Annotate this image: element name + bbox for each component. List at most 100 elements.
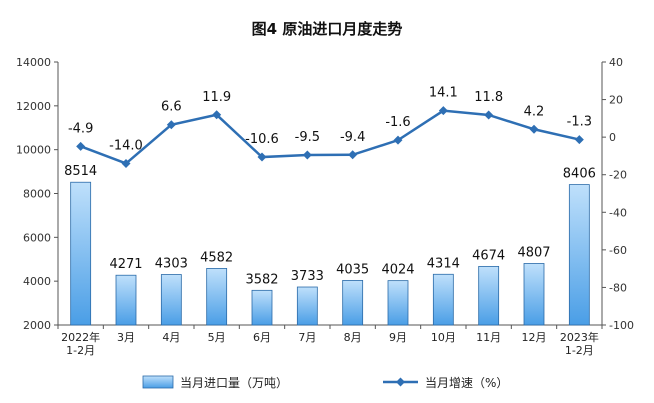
y-left-tick-label: 8000 <box>23 188 51 201</box>
growth-point-label: 11.9 <box>202 90 231 105</box>
growth-point <box>393 135 403 145</box>
legend: 当月进口量（万吨） 当月增速（%） <box>142 375 508 390</box>
growth-line-layer <box>76 106 584 168</box>
x-tick-label-line: 1-2月 <box>66 344 95 357</box>
data-labels: 8514 4271 4303 4582 3582 3733 4035 4024 4314 4674… <box>64 86 596 288</box>
x-tick-label-line: 5月 <box>208 331 226 344</box>
x-tick-label-line: 4月 <box>162 331 180 344</box>
volume-bar <box>432 273 454 326</box>
x-tick-label: 9月 <box>389 331 407 344</box>
volume-bar-label: 4582 <box>200 250 233 265</box>
volume-bar <box>115 274 137 326</box>
y-right-tick-label: 20 <box>609 94 623 107</box>
growth-point-label: -4.9 <box>68 121 93 136</box>
volume-bar <box>251 289 273 326</box>
growth-point <box>212 110 222 120</box>
y-left-tick-label: 2000 <box>23 319 51 332</box>
volume-bar <box>387 280 409 326</box>
x-tick-label-line: 3月 <box>117 331 135 344</box>
y-right-tick-label: 0 <box>609 131 616 144</box>
x-tick-label-line: 6月 <box>253 331 271 344</box>
volume-bar <box>296 286 318 326</box>
growth-point <box>438 106 448 116</box>
growth-point-label: -9.4 <box>340 130 365 145</box>
y-right-tick-label: -80 <box>609 281 627 294</box>
y-right-tick-label: -100 <box>609 319 634 332</box>
volume-bar <box>70 181 92 326</box>
y-left-tick-label: 4000 <box>23 275 51 288</box>
x-tick-label: 8月 <box>344 331 362 344</box>
y-right-tick-label: 40 <box>609 56 623 69</box>
volume-bar-label: 8514 <box>64 164 97 179</box>
y-left-tick-label: 6000 <box>23 231 51 244</box>
volume-bar-label: 4035 <box>336 262 369 277</box>
growth-point-label: 11.8 <box>474 90 503 105</box>
x-tick-label-line: 12月 <box>522 331 547 344</box>
volume-bar <box>568 184 590 326</box>
legend-bar-label: 当月进口量（万吨） <box>180 376 288 390</box>
x-tick-label-line: 11月 <box>476 331 501 344</box>
growth-point-label: 6.6 <box>161 100 182 115</box>
legend-line-marker <box>396 377 405 387</box>
legend-bar-swatch <box>142 375 174 389</box>
x-tick-label-line: 1-2月 <box>565 344 594 357</box>
volume-bar-label: 3582 <box>245 272 278 287</box>
volume-bar-label: 4314 <box>427 256 460 271</box>
growth-point <box>574 135 584 145</box>
growth-point-label: -10.6 <box>245 132 279 147</box>
growth-point-label: -1.3 <box>567 115 592 130</box>
volume-bar-label: 3733 <box>291 269 324 284</box>
x-tick-label-line: 8月 <box>344 331 362 344</box>
volume-bar-label: 8406 <box>563 167 596 182</box>
volume-bar <box>478 265 500 326</box>
y-right-tick-label: -60 <box>609 244 627 257</box>
growth-point <box>121 158 131 168</box>
x-tick-label-line: 2022年 <box>61 330 100 344</box>
growth-point <box>529 124 539 134</box>
x-tick-label: 4月 <box>162 331 180 344</box>
growth-point-label: 14.1 <box>429 86 458 101</box>
y-left-tick-label: 14000 <box>16 56 51 69</box>
growth-point-label: 4.2 <box>524 104 545 119</box>
volume-bar-label: 4024 <box>381 263 414 278</box>
growth-point <box>302 150 312 160</box>
x-tick-label: 3月 <box>117 331 135 344</box>
x-tick-label: 7月 <box>298 331 316 344</box>
x-tick-label: 5月 <box>208 331 226 344</box>
volume-bar <box>206 268 228 326</box>
growth-point-label: -1.6 <box>385 115 410 130</box>
growth-point <box>484 110 494 120</box>
x-tick-label: 10月 <box>431 331 456 344</box>
growth-point <box>257 152 267 162</box>
growth-point <box>348 150 358 160</box>
growth-point <box>166 120 176 130</box>
x-tick-label-line: 7月 <box>298 331 316 344</box>
volume-bar-label: 4674 <box>472 248 505 263</box>
volume-bar-label: 4807 <box>517 245 550 260</box>
legend-line-label: 当月增速（%） <box>425 376 508 390</box>
volume-bar-label: 4303 <box>155 257 188 272</box>
axes: 2000 4000 6000 8000 10000 12000 14000 -100 -80 -6… <box>16 56 634 357</box>
x-tick-label-line: 2023年 <box>560 330 599 344</box>
y-right-tick-label: -20 <box>609 169 627 182</box>
volume-bar <box>523 263 545 326</box>
x-tick-label: 2023年 1-2月 <box>560 330 599 357</box>
volume-bar <box>160 274 182 326</box>
x-tick-label-line: 10月 <box>431 331 456 344</box>
y-left-tick-label: 10000 <box>16 144 51 157</box>
chart-title: 图4 原油进口月度走势 <box>252 20 403 38</box>
x-tick-label-line: 9月 <box>389 331 407 344</box>
x-tick-label: 6月 <box>253 331 271 344</box>
growth-line <box>80 109 580 165</box>
bars <box>70 181 590 326</box>
growth-point-label: -9.5 <box>295 130 320 145</box>
growth-point-label: -14.0 <box>109 138 143 153</box>
volume-bar-label: 4271 <box>109 257 142 272</box>
x-tick-label: 12月 <box>522 331 547 344</box>
growth-point <box>76 141 86 151</box>
x-tick-label: 2022年 1-2月 <box>61 330 100 357</box>
x-tick-label: 11月 <box>476 331 501 344</box>
volume-bar <box>342 279 364 326</box>
